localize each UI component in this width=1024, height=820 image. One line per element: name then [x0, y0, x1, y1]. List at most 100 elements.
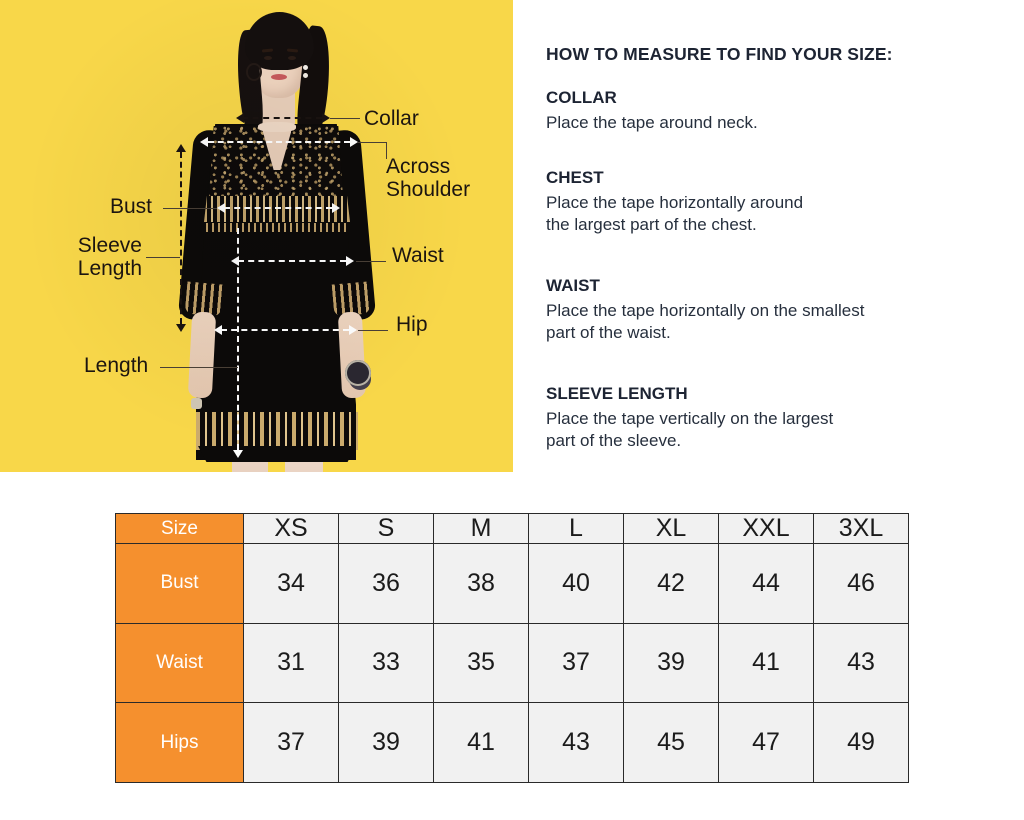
collar-dimension-line	[242, 117, 322, 119]
hip-dimension-line	[221, 329, 349, 331]
size-chart-table: Size XS S M L XL XXL 3XL Bust 34 36 38 4…	[115, 513, 909, 783]
waist-leader-line	[356, 261, 386, 262]
cell-hips-l: 43	[528, 702, 624, 783]
table-header-3xl: 3XL	[813, 513, 909, 544]
cell-bust-3xl: 46	[813, 543, 909, 624]
top-section: Collar Across Shoulder Bust Sleeve Lengt…	[0, 0, 996, 472]
table-header-size: Size	[115, 513, 244, 544]
cell-hips-xs: 37	[243, 702, 339, 783]
size-chart-container: Size XS S M L XL XXL 3XL Bust 34 36 38 4…	[115, 513, 909, 783]
length-arrow-down	[233, 450, 243, 458]
measurement-diagram-panel: Collar Across Shoulder Bust Sleeve Lengt…	[0, 0, 513, 472]
cell-hips-xl: 45	[623, 702, 719, 783]
kurti-waist-band	[204, 196, 350, 222]
earring-right-icon	[303, 65, 308, 70]
length-dimension-line	[237, 228, 239, 450]
model-hair-top	[245, 12, 314, 70]
label-collar: Collar	[364, 107, 419, 130]
table-header-xs: XS	[243, 513, 339, 544]
sleeve-length-arrow-up	[176, 144, 186, 152]
cell-waist-3xl: 43	[813, 622, 909, 704]
model-eye-right	[288, 56, 296, 60]
label-bust: Bust	[110, 195, 153, 218]
model-lips	[271, 74, 287, 80]
hip-arrow-left	[214, 325, 222, 335]
cell-bust-s: 36	[338, 543, 434, 624]
instruction-block-chest: CHEST Place the tape horizontally around…	[546, 168, 986, 236]
collar-arrow-right	[322, 113, 330, 123]
length-leader-line	[160, 367, 238, 368]
cell-bust-m: 38	[433, 543, 529, 624]
cell-waist-m: 35	[433, 622, 529, 704]
cell-waist-xs: 31	[243, 622, 339, 704]
kurti-waist-band-secondary	[206, 223, 348, 232]
table-row: Hips 37 39 41 43 45 47 49	[115, 702, 909, 783]
row-label-waist: Waist	[115, 622, 244, 704]
instruction-body-waist: Place the tape horizontally on the small…	[546, 301, 865, 342]
instruction-heading-waist: WAIST	[546, 276, 600, 295]
bust-arrow-left	[217, 203, 225, 213]
cell-hips-s: 39	[338, 702, 434, 783]
kurti-collar-band	[258, 122, 296, 132]
cell-waist-xl: 39	[623, 622, 719, 704]
cell-waist-s: 33	[338, 622, 434, 704]
across-shoulder-arrow-left	[200, 137, 208, 147]
row-label-hips: Hips	[115, 702, 244, 783]
cell-hips-m: 41	[433, 702, 529, 783]
instruction-body-sleeve-length: Place the tape vertically on the largest…	[546, 409, 834, 450]
hip-arrow-right	[349, 325, 357, 335]
table-row: Bust 34 36 38 40 42 44 46	[115, 543, 909, 624]
table-row: Waist 31 33 35 37 39 41 43	[115, 622, 909, 704]
row-label-bust: Bust	[115, 543, 244, 624]
table-header-xl: XL	[623, 513, 719, 544]
waist-arrow-right	[346, 256, 354, 266]
earring-left-icon	[246, 63, 262, 81]
bust-arrow-right	[332, 203, 340, 213]
instruction-block-collar: COLLAR Place the tape around neck.	[546, 88, 986, 134]
table-header-s: S	[338, 513, 434, 544]
waist-dimension-line	[238, 260, 346, 262]
instruction-body-chest: Place the tape horizontally around the l…	[546, 193, 804, 234]
instructions-title: HOW TO MEASURE TO FIND YOUR SIZE:	[546, 44, 893, 64]
instructions-panel: HOW TO MEASURE TO FIND YOUR SIZE: COLLAR…	[546, 0, 996, 472]
sleeve-length-dimension-line	[180, 152, 182, 324]
instruction-heading-sleeve-length: SLEEVE LENGTH	[546, 384, 688, 403]
label-waist: Waist	[392, 244, 444, 267]
model-forearm-left	[187, 311, 217, 399]
bust-dimension-line	[224, 207, 332, 209]
cell-bust-l: 40	[528, 543, 624, 624]
model-eye-left	[264, 56, 272, 60]
bangles-icon	[345, 360, 371, 386]
across-shoulder-dimension-line	[208, 141, 350, 143]
sleeve-length-arrow-down	[176, 324, 186, 332]
cell-hips-xxl: 47	[718, 702, 814, 783]
label-length: Length	[84, 354, 149, 377]
cell-bust-xl: 42	[623, 543, 719, 624]
across-shoulder-leader-elbow	[386, 142, 387, 159]
table-header-row: Size XS S M L XL XXL 3XL	[115, 513, 909, 544]
instruction-heading-chest: CHEST	[546, 168, 604, 187]
table-header-l: L	[528, 513, 624, 544]
cell-waist-l: 37	[528, 622, 624, 704]
waist-arrow-left	[231, 256, 239, 266]
across-shoulder-arrow-right	[350, 137, 358, 147]
label-hip: Hip	[396, 313, 428, 336]
cell-hips-3xl: 49	[813, 702, 909, 783]
cell-waist-xxl: 41	[718, 622, 814, 704]
kurti-hem-band	[196, 412, 358, 450]
label-across-shoulder: Across Shoulder	[386, 155, 471, 201]
instruction-heading-collar: COLLAR	[546, 88, 617, 107]
kurti-hem-edge	[198, 446, 356, 462]
collar-leader-line	[330, 118, 360, 119]
label-sleeve-length: Sleeve Length	[77, 234, 142, 280]
across-shoulder-leader-line	[358, 142, 386, 143]
cell-bust-xs: 34	[243, 543, 339, 624]
ring-icon	[191, 398, 202, 409]
instruction-block-waist: WAIST Place the tape horizontally on the…	[546, 276, 986, 344]
instruction-body-collar: Place the tape around neck.	[546, 113, 758, 132]
sleeve-length-leader-line	[146, 257, 180, 258]
hip-leader-line	[358, 330, 388, 331]
table-header-m: M	[433, 513, 529, 544]
collar-arrow-left	[236, 113, 244, 123]
table-header-xxl: XXL	[718, 513, 814, 544]
